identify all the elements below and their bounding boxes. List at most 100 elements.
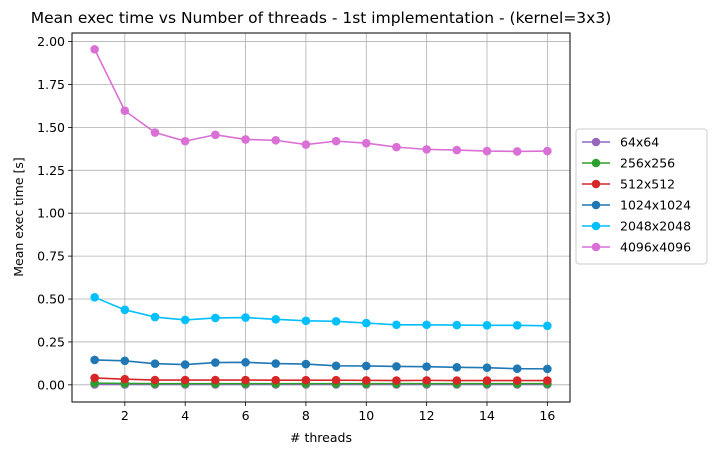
data-point — [301, 316, 311, 326]
data-point — [361, 361, 371, 371]
x-tick-label: 4 — [181, 408, 189, 423]
y-axis-label: Mean exec time [s] — [11, 157, 26, 277]
data-point — [361, 138, 371, 148]
data-point — [271, 314, 281, 324]
data-point — [452, 320, 462, 330]
x-axis: 2 4 6 8 10 12 14 16 — [121, 402, 555, 423]
legend-marker — [591, 200, 601, 210]
data-point — [150, 359, 160, 369]
y-tick-label: 0.00 — [37, 377, 65, 392]
series-64x64 — [90, 380, 552, 389]
x-tick-label: 14 — [479, 408, 495, 423]
legend-label: 512x512 — [620, 177, 675, 192]
data-point — [331, 136, 341, 146]
x-tick-label: 2 — [121, 408, 129, 423]
y-tick-label: 1.00 — [37, 206, 65, 221]
series-line — [94, 382, 548, 385]
data-point — [90, 45, 99, 54]
data-point — [180, 136, 190, 146]
data-point — [211, 313, 220, 323]
data-point — [482, 363, 492, 372]
y-tick-label: 1.75 — [37, 77, 65, 92]
legend-label: 2048x2048 — [620, 219, 691, 234]
data-point — [512, 147, 522, 156]
data-point — [211, 358, 220, 367]
chart-title: Mean exec time vs Number of threads - 1s… — [31, 9, 612, 27]
data-point — [331, 361, 341, 371]
y-tick-label: 1.50 — [37, 120, 65, 135]
data-point — [301, 375, 311, 385]
data-point — [120, 106, 130, 116]
y-tick-label: 0.25 — [37, 334, 65, 349]
data-point — [271, 375, 281, 385]
data-point — [90, 355, 99, 365]
data-point — [211, 130, 220, 140]
data-point — [392, 320, 401, 330]
y-tick-label: 0.50 — [37, 292, 65, 307]
data-point — [331, 317, 341, 326]
data-point — [422, 320, 431, 330]
y-tick-label: 1.25 — [37, 163, 65, 178]
legend-item: 1024x1024 — [582, 198, 691, 213]
legend-item: 256x256 — [582, 156, 675, 171]
grid-lines — [72, 33, 570, 402]
legend-item: 512x512 — [582, 177, 675, 192]
legend-marker — [591, 158, 601, 168]
x-tick-label: 8 — [302, 408, 310, 423]
legend-item: 64x64 — [582, 135, 659, 150]
data-point — [180, 360, 190, 369]
data-point — [512, 364, 522, 374]
data-point — [392, 362, 401, 371]
data-point — [543, 321, 552, 331]
data-point — [301, 359, 311, 369]
series-line — [93, 48, 548, 153]
data-point — [301, 140, 311, 149]
data-point — [241, 375, 250, 385]
legend-marker — [591, 137, 601, 147]
series-line — [94, 377, 548, 382]
data-point — [392, 376, 401, 385]
x-axis-label: # threads — [290, 430, 352, 445]
data-point — [482, 320, 492, 330]
series-1024x1024 — [90, 355, 552, 374]
data-point — [120, 305, 130, 315]
series-group — [90, 45, 552, 389]
y-tick-label: 0.75 — [37, 249, 65, 264]
series-4096x4096 — [90, 45, 552, 156]
data-point — [150, 312, 160, 322]
data-point — [392, 142, 401, 152]
data-point — [422, 362, 431, 371]
data-point — [90, 373, 99, 383]
data-point — [241, 358, 250, 367]
data-point — [241, 135, 250, 144]
data-point — [482, 146, 492, 156]
data-point — [452, 145, 462, 155]
x-tick-label: 12 — [419, 408, 435, 423]
data-point — [422, 145, 431, 154]
plot-area — [71, 32, 571, 403]
legend-marker — [591, 242, 601, 252]
data-point — [512, 376, 522, 385]
data-point — [452, 363, 462, 372]
data-point — [422, 376, 431, 385]
series-line — [94, 296, 548, 327]
data-point — [512, 320, 522, 330]
series-line — [94, 359, 548, 370]
data-point — [452, 376, 462, 385]
legend-item: 2048x2048 — [582, 219, 691, 234]
legend-label: 1024x1024 — [620, 198, 691, 213]
data-point — [150, 375, 160, 385]
data-point — [180, 315, 190, 325]
legend: 64x64 256x256 512x512 1024x1024 2048x2048 409… — [575, 128, 708, 265]
series-512x512 — [90, 373, 552, 385]
legend-label: 256x256 — [620, 156, 675, 171]
x-tick-label: 10 — [358, 408, 374, 423]
y-axis: 0.00 0.25 0.50 0.75 1.00 1.25 1.50 1.75 2.00 — [37, 34, 72, 392]
data-point — [331, 375, 341, 385]
data-point — [211, 375, 220, 385]
data-point — [271, 359, 281, 368]
data-point — [543, 376, 552, 385]
legend-marker — [591, 221, 601, 231]
data-point — [120, 356, 130, 366]
